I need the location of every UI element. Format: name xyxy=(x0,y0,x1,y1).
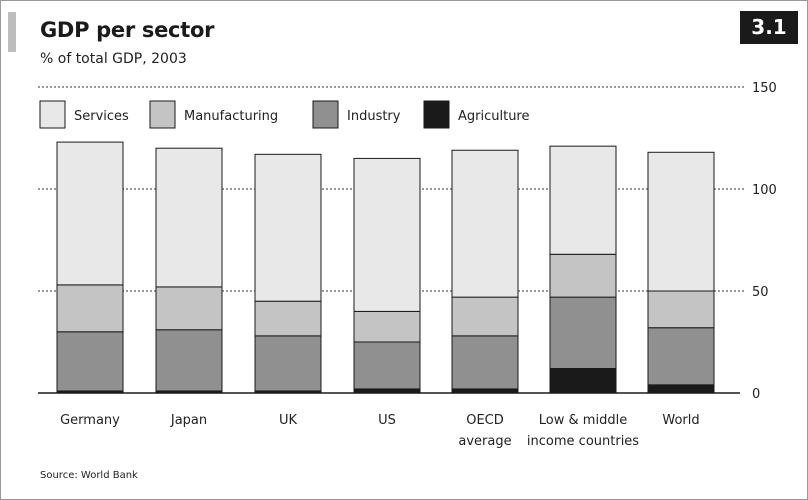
legend-label-agriculture: Agriculture xyxy=(458,109,530,124)
bar-segment-industry-5 xyxy=(549,296,617,370)
legend-label-services: Services xyxy=(74,109,129,124)
legend-label-industry: Industry xyxy=(347,109,401,124)
legend-swatch-services xyxy=(39,100,66,129)
bar-segment-manufacturing-5 xyxy=(549,253,617,298)
bar-segment-services-0 xyxy=(56,141,124,286)
y-tick-label-0: 0 xyxy=(752,387,760,402)
figure-number-badge: 3.1 xyxy=(740,11,798,44)
source-note: Source: World Bank xyxy=(40,470,138,481)
bar-segment-services-2 xyxy=(254,153,322,302)
bar-segment-manufacturing-0 xyxy=(56,284,124,333)
category-label-0-0: Germany xyxy=(60,413,120,428)
legend-label-manufacturing: Manufacturing xyxy=(184,109,278,124)
bar-segment-industry-2 xyxy=(254,335,322,392)
bar-segment-industry-3 xyxy=(353,341,421,390)
bar-segment-services-6 xyxy=(647,151,715,292)
category-label-5-0: Low & middle xyxy=(539,413,627,428)
bar-segment-industry-4 xyxy=(451,335,519,390)
legend-swatch-industry xyxy=(312,100,339,129)
chart-subtitle: % of total GDP, 2003 xyxy=(40,51,187,67)
bar-segment-manufacturing-2 xyxy=(254,300,322,337)
bar-segment-manufacturing-4 xyxy=(451,296,519,337)
category-label-4-0: OECD xyxy=(466,413,504,428)
bar-segment-services-5 xyxy=(549,145,617,255)
bar-segment-manufacturing-3 xyxy=(353,310,421,343)
bar-segment-services-3 xyxy=(353,157,421,312)
y-tick-label-50: 50 xyxy=(752,285,769,300)
category-label-2-0: UK xyxy=(279,413,298,428)
category-label-5-1: income countries xyxy=(527,434,639,449)
legend-swatch-agriculture xyxy=(423,100,450,129)
y-tick-label-100: 100 xyxy=(752,183,777,198)
category-label-3-0: US xyxy=(378,413,396,428)
bar-segment-manufacturing-1 xyxy=(155,286,223,331)
bar-segment-industry-1 xyxy=(155,329,223,392)
category-label-4-1: average xyxy=(458,434,511,449)
category-label-1-0: Japan xyxy=(170,413,207,428)
legend-swatch-manufacturing xyxy=(149,100,176,129)
bar-segment-manufacturing-6 xyxy=(647,290,715,329)
y-tick-label-150: 150 xyxy=(752,81,777,96)
chart-title: GDP per sector xyxy=(40,18,215,42)
category-label-6-0: World xyxy=(662,413,699,428)
accent-bar xyxy=(8,12,16,52)
bar-segment-industry-6 xyxy=(647,327,715,386)
bar-segment-services-4 xyxy=(451,149,519,298)
bar-segment-agriculture-5 xyxy=(549,368,617,394)
bar-segment-services-1 xyxy=(155,147,223,288)
bar-segment-industry-0 xyxy=(56,331,124,392)
bar-segment-agriculture-6 xyxy=(647,384,715,394)
